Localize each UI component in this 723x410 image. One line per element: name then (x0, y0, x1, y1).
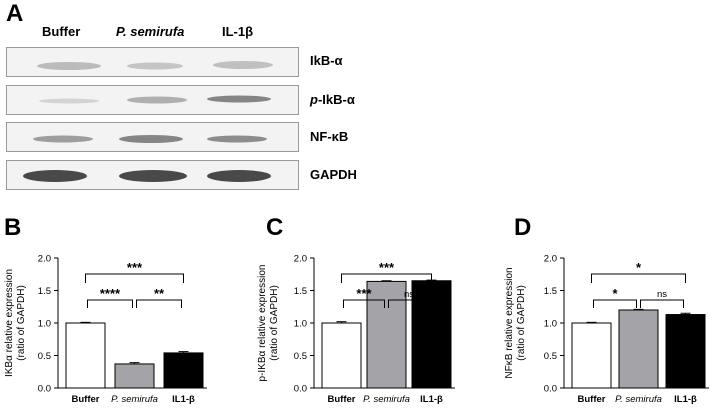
panel-b-category-label-2: IL1-β (172, 394, 195, 405)
panel-d-y-label-line1: NFκB relative expression (504, 267, 515, 378)
panel-b-significance-1: ** (154, 286, 165, 301)
panel-c-category-label-0: Buffer (328, 394, 356, 405)
panel-b-y-label-line2: (ratio of GAPDH) (16, 285, 27, 361)
panel-c-bracket-1 (388, 299, 430, 308)
panel-d-y-tick-label: 1.0 (544, 319, 557, 330)
panel-b-bar-0 (65, 322, 106, 389)
lane-label-p-semirufa: P. semirufa (116, 24, 185, 39)
blot-label-nf-kb: NF-κB (310, 129, 349, 144)
panel-c-y-tick-label: 1.0 (294, 319, 307, 330)
panel-c-category-label-2: IL1-β (420, 394, 443, 405)
panel-c-y-tick-label: 0.0 (294, 384, 307, 395)
panel-d-y-tick-label: 0.0 (544, 384, 557, 395)
blot-label-ikb-alpha: IkB-α (310, 53, 343, 68)
lane-label-il1b: IL-1β (222, 24, 254, 39)
panel-d-bracket-2 (591, 273, 686, 283)
panel-d-y-label-line2: (ratio of GAPDH) (516, 285, 527, 361)
panel-b-y-tick-label: 1.0 (38, 319, 51, 330)
panel-b-bracket-0 (87, 299, 133, 308)
blot-strip-ikb-alpha (6, 47, 299, 77)
panel-d-significance-0: * (612, 286, 618, 301)
panel-d-bar-2 (665, 314, 706, 389)
panel-c-y-label-line2: (ratio of GAPDH) (269, 285, 280, 361)
panel-c-bar-2 (411, 280, 452, 389)
panel-d-category-label-0: Buffer (578, 394, 606, 405)
panel-c-bracket-0 (343, 299, 385, 308)
panel-b-y-label-line1: IKBα relative expression (4, 269, 15, 377)
panel-b-bar-1 (114, 363, 155, 389)
blot-label-gapdh: GAPDH (310, 167, 357, 182)
panel-b-significance-2: *** (127, 260, 143, 275)
panel-d-significance-2: * (636, 260, 642, 275)
blot-strip-nf-kb (6, 122, 299, 152)
panel-c-bracket-2 (341, 273, 432, 283)
panel-d-category-label-1: P. semirufa (615, 394, 662, 405)
panel-d-y-tick-label: 1.5 (544, 286, 557, 297)
panel-d-significance-1: ns (657, 289, 667, 300)
lane-label-buffer: Buffer (42, 24, 81, 39)
panel-d-bracket-1 (640, 299, 684, 308)
panel-d-bar-0 (571, 322, 612, 389)
panel-b-category-label-0: Buffer (72, 394, 100, 405)
panel-d-bar-1 (618, 309, 659, 389)
panel-letter-c: C (266, 214, 284, 241)
panel-c-y-tick-label: 0.5 (294, 351, 307, 362)
panel-c-y-label-line1: p-IKBα relative expression (257, 265, 268, 382)
panel-c-category-label-1: P. semirufa (363, 394, 410, 405)
panel-c-y-tick-label: 1.5 (294, 286, 307, 297)
panel-b-y-tick-label: 0.0 (38, 384, 51, 395)
panel-d-bracket-0 (593, 299, 637, 308)
panel-c-bar-0 (321, 322, 362, 389)
panel-b-bar-2 (163, 352, 204, 389)
blot-bands-p-ikb-alpha (39, 95, 271, 104)
panel-d-y-tick-label: 0.5 (544, 351, 557, 362)
panel-b-y-tick-label: 0.5 (38, 351, 51, 362)
panel-b-bracket-2 (85, 273, 184, 283)
blot-bands-gapdh (23, 170, 271, 182)
blot-bands-ikb-alpha (37, 61, 273, 70)
panel-d-y-tick-label: 2.0 (544, 254, 557, 265)
panel-c-y-tick-label: 2.0 (294, 254, 307, 265)
panel-b-y-tick-label: 1.5 (38, 286, 51, 297)
blot-bands-nf-kb (33, 135, 267, 143)
panel-c-significance-0: *** (356, 286, 372, 301)
blot-strip-gapdh (6, 160, 299, 190)
panel-letter-a: A (6, 0, 24, 27)
blot-label-p-ikb-alpha: p-IkB-α (310, 92, 355, 107)
blot-strip-p-ikb-alpha (6, 85, 299, 115)
panel-letter-d: D (514, 214, 532, 241)
panel-letter-b: B (4, 214, 22, 241)
panel-c-significance-1: ns (404, 289, 414, 300)
panel-d-category-label-2: IL1-β (674, 394, 697, 405)
panel-b-bracket-1 (136, 299, 182, 308)
panel-b-y-tick-label: 2.0 (38, 254, 51, 265)
panel-b-category-label-1: P. semirufa (111, 394, 158, 405)
panel-c-significance-2: *** (379, 260, 395, 275)
panel-b-significance-0: **** (100, 286, 121, 301)
panel-c-bar-1 (366, 280, 407, 389)
